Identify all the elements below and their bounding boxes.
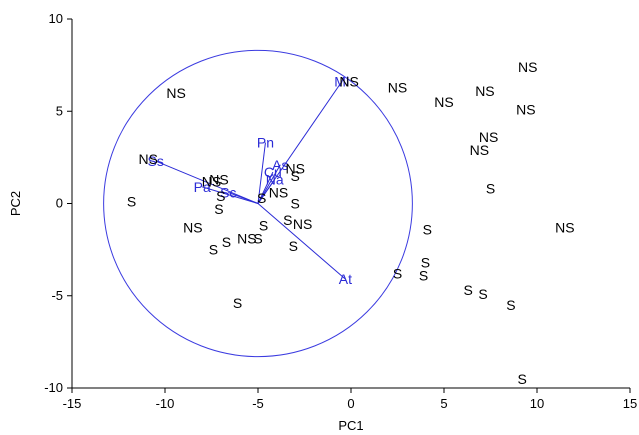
data-point: NS — [475, 83, 494, 99]
data-point: S — [283, 212, 292, 228]
vector-label-pn: Pn — [257, 135, 274, 151]
data-point: NS — [139, 151, 158, 167]
data-point: NS — [285, 160, 304, 176]
data-point: S — [393, 266, 402, 282]
data-point: S — [517, 371, 526, 387]
data-point: S — [257, 190, 266, 206]
data-point: NS — [166, 85, 185, 101]
data-point: NS — [518, 59, 537, 75]
vector-mi — [257, 81, 343, 204]
correlation-circle-layer — [103, 49, 413, 358]
data-point: NS — [339, 74, 358, 90]
data-point: S — [291, 196, 300, 212]
vector-label-as: As — [272, 157, 288, 173]
data-point: NS — [555, 219, 574, 235]
data-point: NS — [516, 101, 535, 117]
vector-label-pa: Pa — [194, 179, 211, 195]
data-point: S — [222, 234, 231, 250]
data-point: S — [423, 221, 432, 237]
data-point: S — [259, 218, 268, 234]
y-tick-label: 10 — [49, 11, 63, 26]
y-tick-label: -5 — [51, 288, 63, 303]
data-point: NS — [237, 231, 256, 247]
x-axis-label: PC1 — [338, 418, 363, 433]
x-tick-label: -10 — [156, 396, 175, 411]
data-point: S — [127, 194, 136, 210]
data-point: NS — [202, 173, 221, 189]
data-point: S — [486, 181, 495, 197]
data-point: NS — [209, 172, 228, 188]
data-point: S — [419, 267, 428, 283]
data-point: S — [209, 242, 218, 258]
y-tick-label: 5 — [56, 103, 63, 118]
data-point: S — [289, 238, 298, 254]
correlation-circle — [103, 49, 413, 358]
data-point: NS — [479, 129, 498, 145]
y-tick-label: -10 — [44, 380, 63, 395]
x-tick-label: -15 — [63, 396, 82, 411]
vector-sc — [228, 191, 259, 204]
data-point: S — [506, 297, 515, 313]
y-tick-label: 0 — [56, 196, 63, 211]
vector-cu — [257, 171, 274, 204]
data-point: NS — [388, 79, 407, 95]
y-axis-label: PC2 — [8, 191, 23, 216]
data-point: NS — [434, 94, 453, 110]
data-point: NS — [269, 184, 288, 200]
data-point: S — [253, 231, 262, 247]
data-point: S — [214, 201, 223, 217]
vector-label-mi: Mi — [334, 74, 349, 90]
x-tick-label: 5 — [440, 396, 447, 411]
data-point: S — [421, 255, 430, 271]
vector-label-sc: Sc — [220, 184, 236, 200]
data-point: S — [291, 168, 300, 184]
vector-label-ss: Ss — [148, 153, 164, 169]
vector-pn — [257, 142, 266, 204]
data-point: S — [464, 282, 473, 298]
x-tick-label: 10 — [530, 396, 544, 411]
x-tick-label: 15 — [623, 396, 637, 411]
data-point: NS — [470, 142, 489, 158]
x-tick-label: -5 — [252, 396, 264, 411]
vector-pa — [202, 186, 259, 204]
data-point: NS — [183, 219, 202, 235]
x-tick-label: 0 — [347, 396, 354, 411]
vector-at — [257, 203, 346, 280]
data-point: S — [216, 188, 225, 204]
data-point: S — [478, 286, 487, 302]
vector-ss — [155, 160, 259, 204]
loading-vectors: SsPaScPnAsCuNaMiAt — [148, 74, 353, 287]
data-point: NS — [293, 216, 312, 232]
vector-label-at: At — [339, 271, 352, 287]
data-point: S — [233, 295, 242, 311]
vector-as — [257, 164, 281, 204]
